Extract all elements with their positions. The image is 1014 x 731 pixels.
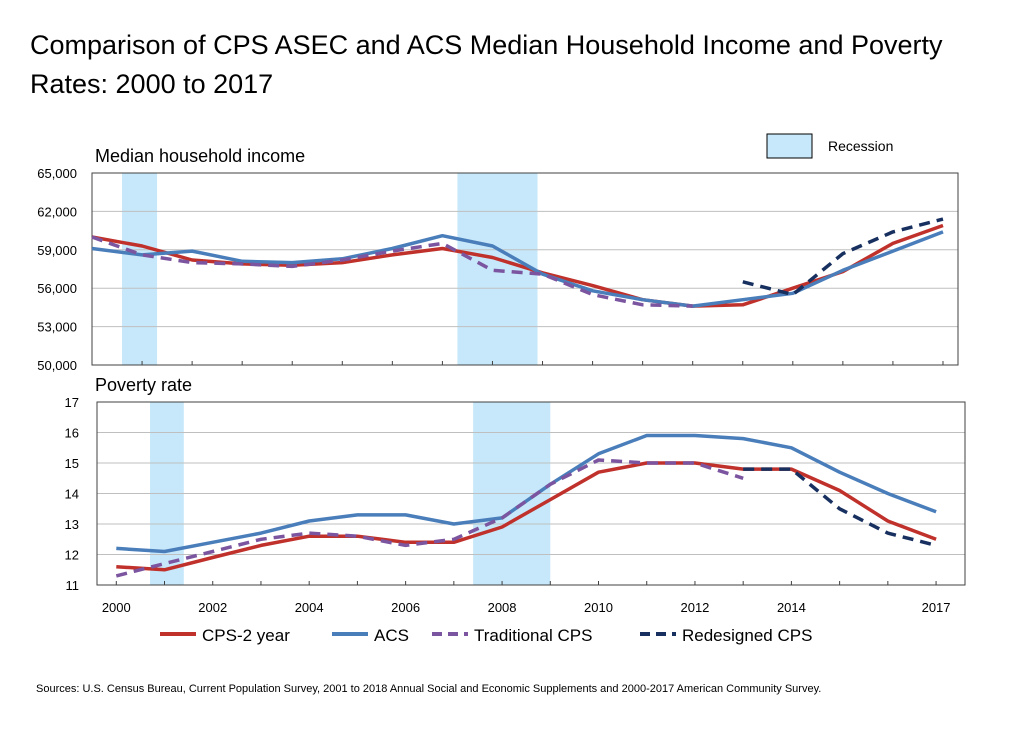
poverty-series-cps2 — [116, 461, 937, 572]
source-note: Sources: U.S. Census Bureau, Current Pop… — [36, 683, 822, 695]
poverty-panel: Poverty rate 11 12 13 14 15 16 17 2000 2002 2004 20… — [65, 375, 966, 615]
recession-legend-swatch — [766, 133, 813, 159]
poverty-y-tick-label: 12 — [65, 548, 79, 563]
legend-label-redesigned: Redesigned CPS — [682, 626, 812, 645]
poverty-series-acs — [116, 433, 937, 554]
poverty-y-tick-label: 14 — [65, 487, 79, 502]
x-tick-label: 2010 — [584, 600, 613, 615]
x-tick-label: 2000 — [102, 600, 131, 615]
recession-legend-label: Recession — [828, 138, 893, 154]
recession-legend: Recession — [766, 133, 893, 159]
legend-label-cps2: CPS-2 year — [202, 626, 290, 645]
income-y-tick-label: 50,000 — [37, 358, 77, 373]
x-tick-label: 2008 — [488, 600, 517, 615]
income-panel-title: Median household income — [95, 146, 305, 166]
income-series-redesigned — [742, 217, 944, 297]
legend-label-acs: ACS — [374, 626, 409, 645]
poverty-y-tick-label: 13 — [65, 517, 79, 532]
income-recession-band-1 — [122, 173, 158, 365]
poverty-series-traditional — [115, 458, 744, 578]
income-plot-frame — [91, 172, 959, 366]
poverty-panel-title: Poverty rate — [95, 375, 192, 395]
income-panel: Median household income 50,000 53,000 56,00… — [37, 146, 959, 373]
page-title: Comparison of CPS ASEC and ACS Median Ho… — [30, 30, 943, 99]
x-tick-label: 2006 — [391, 600, 420, 615]
income-y-tick-label: 53,000 — [37, 320, 77, 335]
poverty-plot-frame — [96, 401, 966, 586]
x-tick-label: 2004 — [295, 600, 324, 615]
poverty-y-tick-label: 11 — [66, 578, 80, 593]
poverty-y-tick-label: 15 — [65, 456, 79, 471]
poverty-y-tick-label: 16 — [65, 426, 79, 441]
income-y-tick-label: 62,000 — [37, 204, 77, 219]
x-tick-label: 2014 — [777, 600, 806, 615]
income-y-tick-label: 56,000 — [37, 281, 77, 296]
series-legend: CPS-2 year ACS Traditional CPS Redesigned C… — [160, 626, 812, 645]
income-y-tick-label: 65,000 — [37, 166, 77, 181]
poverty-y-tick-label: 17 — [65, 395, 79, 410]
x-tick-label: 2017 — [922, 600, 951, 615]
legend-label-traditional: Traditional CPS — [474, 626, 592, 645]
poverty-series-redesigned — [743, 467, 937, 548]
income-y-tick-label: 59,000 — [37, 243, 77, 258]
x-tick-label: 2002 — [198, 600, 227, 615]
x-tick-label: 2012 — [680, 600, 709, 615]
